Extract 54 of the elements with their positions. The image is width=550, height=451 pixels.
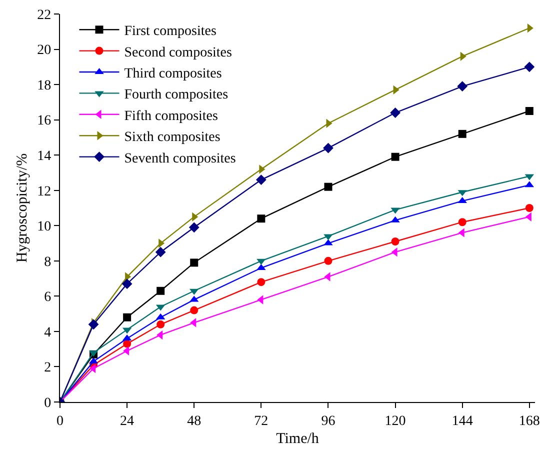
point xyxy=(525,204,534,212)
point xyxy=(188,222,200,233)
x-tick-label: 96 xyxy=(321,414,336,429)
y-tick-label: 10 xyxy=(37,220,52,235)
point xyxy=(256,174,266,185)
legend-label: Sixth composites xyxy=(124,130,220,146)
point xyxy=(390,108,400,118)
point xyxy=(525,107,534,115)
x-tick-label: 72 xyxy=(254,414,268,429)
x-tick-label: 168 xyxy=(518,414,540,429)
legend-label: First composites xyxy=(124,24,216,40)
y-tick-label: 22 xyxy=(37,8,52,23)
y-tick-label: 0 xyxy=(44,396,52,411)
point xyxy=(391,152,400,161)
point xyxy=(122,278,132,290)
legend-label: Second composites xyxy=(124,45,232,60)
point xyxy=(123,313,132,322)
y-tick-label: 12 xyxy=(37,184,52,200)
point xyxy=(323,142,334,154)
x-tick-label: 120 xyxy=(384,414,406,429)
point xyxy=(391,238,400,246)
point xyxy=(324,256,332,265)
point xyxy=(155,246,166,258)
point xyxy=(156,320,165,328)
legend-label: Fifth composites xyxy=(124,108,218,124)
legend-label: Fourth composites xyxy=(124,88,228,103)
y-tick-label: 2 xyxy=(44,360,52,376)
x-tick-label: 0 xyxy=(56,414,64,429)
y-tick-label: 14 xyxy=(37,148,52,164)
point xyxy=(524,62,535,72)
y-tick-label: 6 xyxy=(44,290,52,306)
point xyxy=(257,214,266,223)
x-axis-title: Time/h xyxy=(276,430,320,447)
point xyxy=(88,319,99,330)
y-axis-title: Hygroscopicity/% xyxy=(14,153,30,263)
legend-label: Seventh composites xyxy=(124,151,236,166)
x-tick-label: 48 xyxy=(187,414,202,429)
y-tick-label: 8 xyxy=(44,254,52,270)
x-tick-label: 24 xyxy=(120,414,134,429)
point xyxy=(457,81,468,92)
y-tick-label: 18 xyxy=(37,78,52,94)
legend-label: Third composites xyxy=(124,66,222,82)
point xyxy=(156,286,165,295)
y-tick-label: 4 xyxy=(44,325,52,340)
y-tick-label: 20 xyxy=(37,43,52,58)
point xyxy=(123,340,132,348)
y-tick-label: 16 xyxy=(37,114,52,129)
point xyxy=(324,182,332,191)
point xyxy=(190,306,198,314)
point xyxy=(458,218,466,226)
point xyxy=(190,258,198,267)
point xyxy=(458,130,466,138)
point xyxy=(257,278,266,286)
x-tick-label: 144 xyxy=(452,414,473,429)
